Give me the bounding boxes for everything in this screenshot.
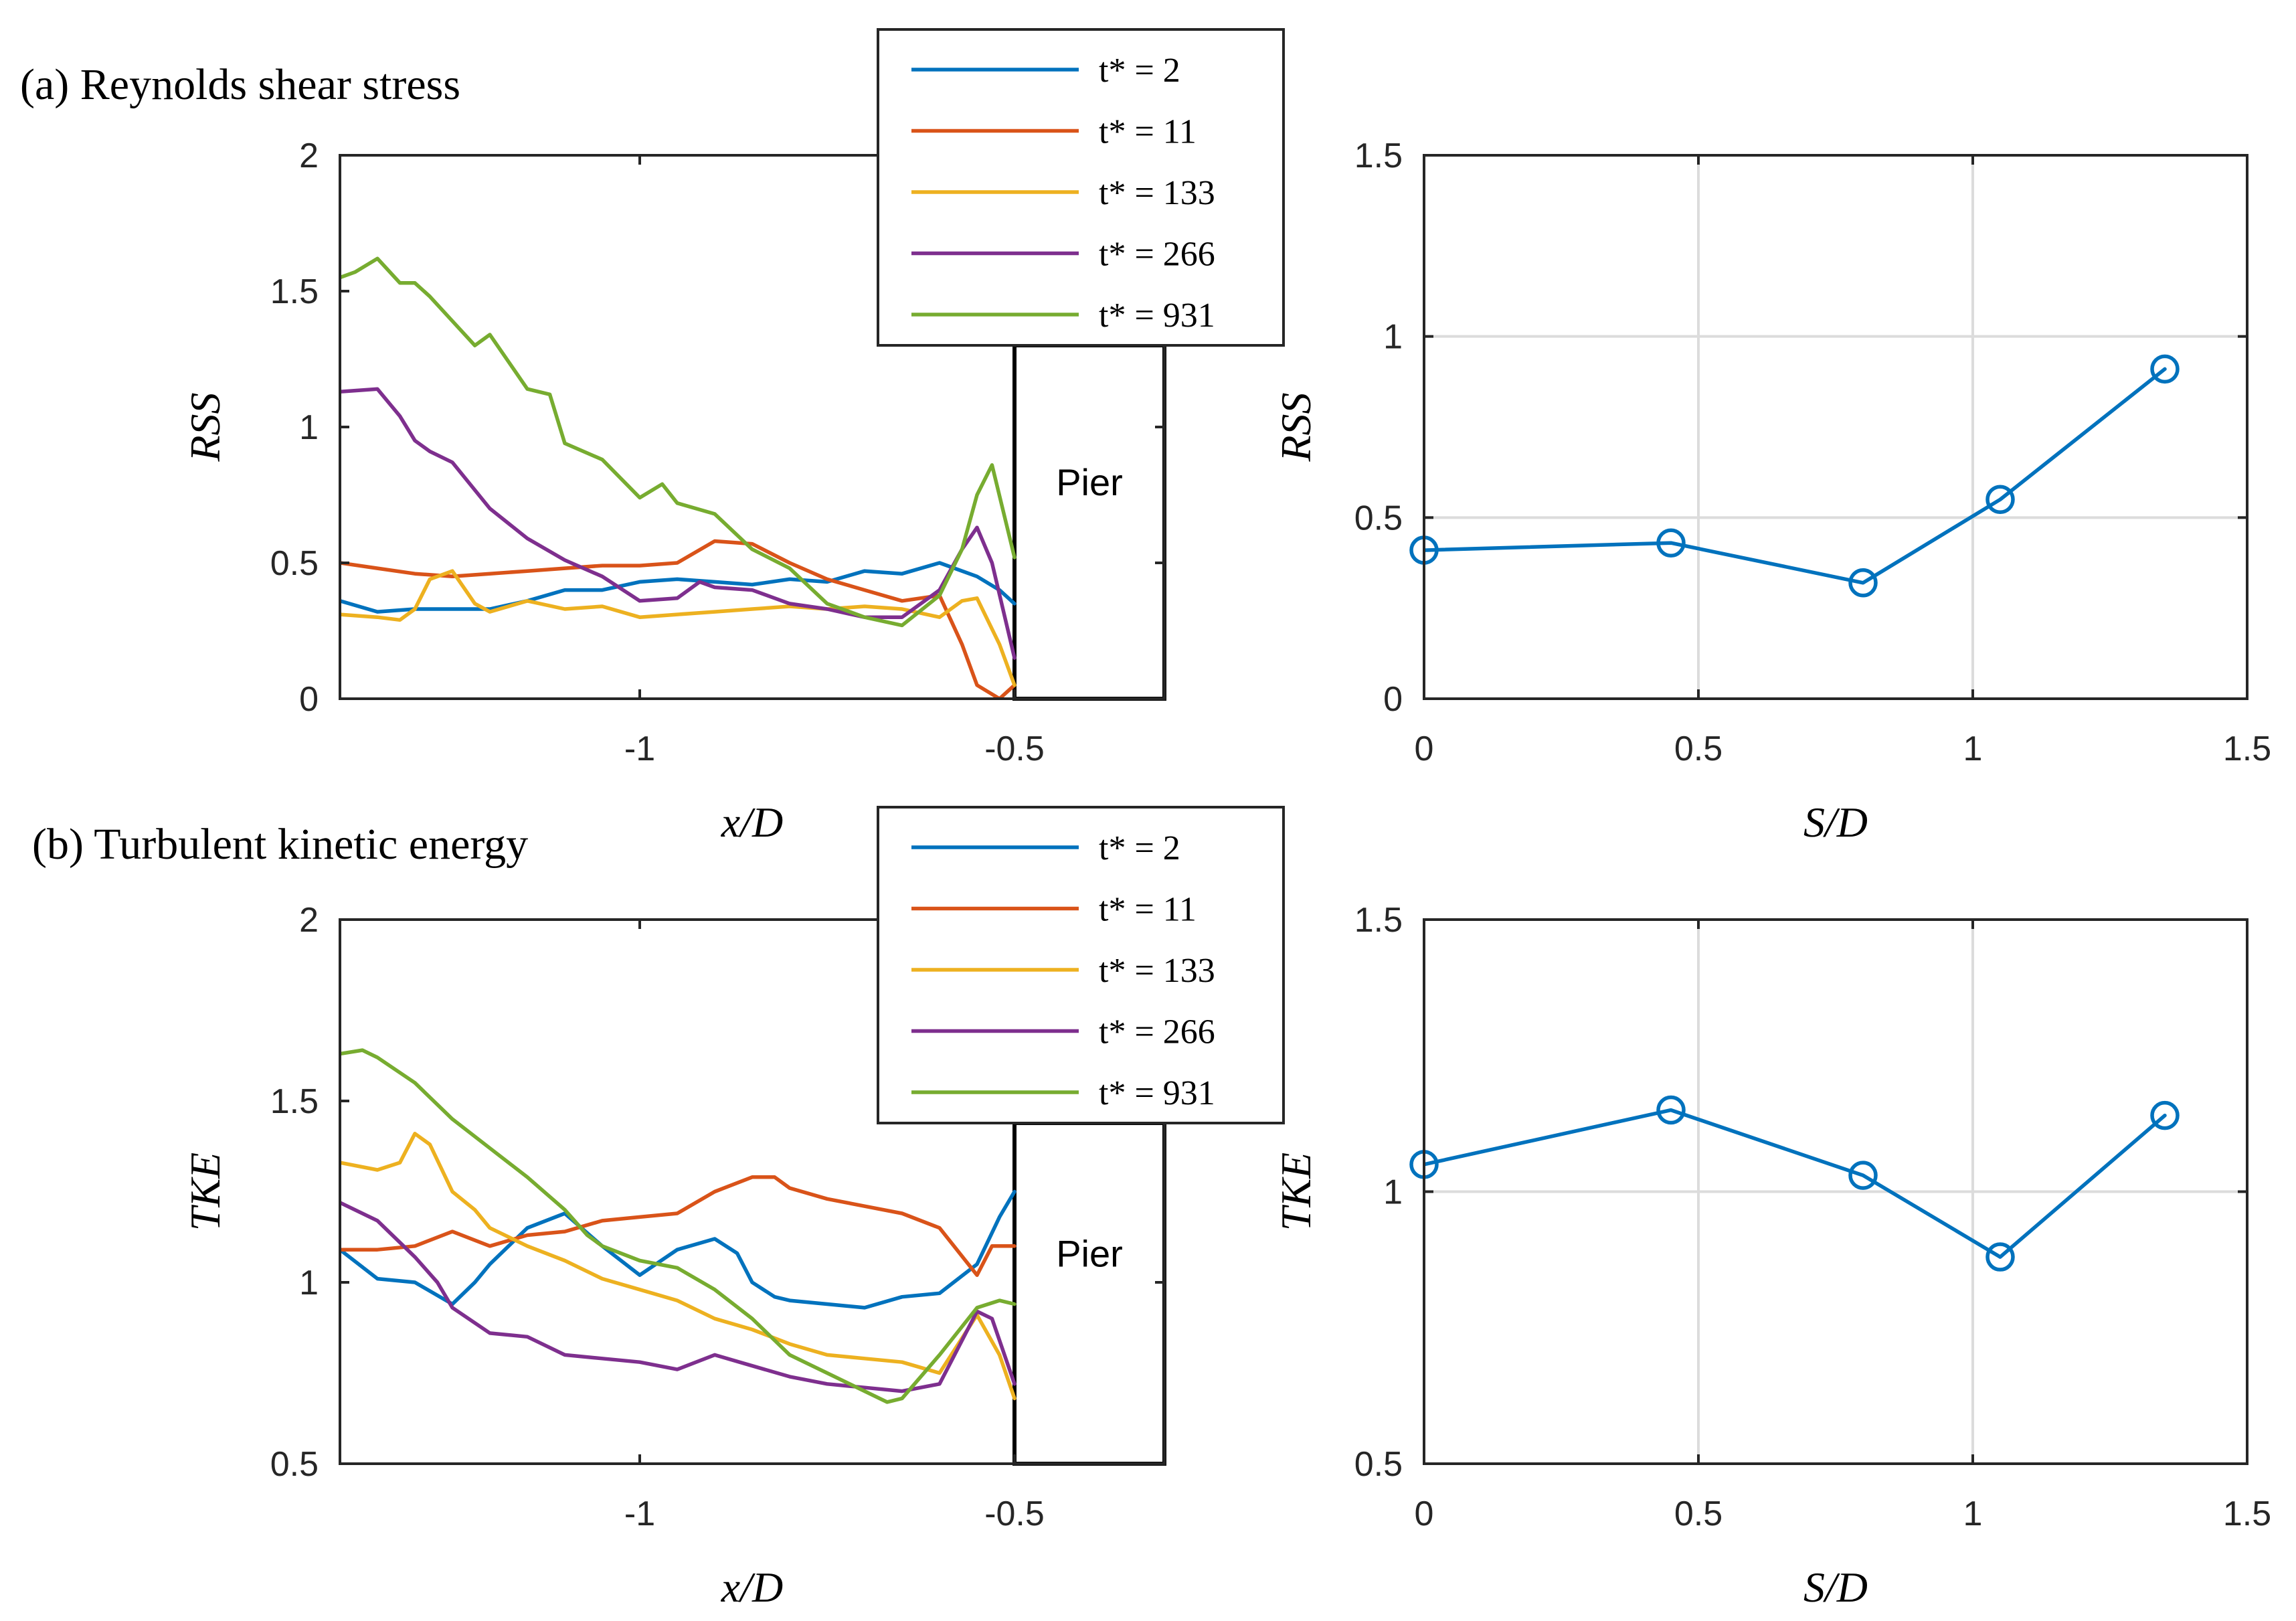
y-tick-label: 0.5	[1354, 499, 1403, 537]
pier-block	[1014, 345, 1164, 699]
x-tick-label: -0.5	[984, 730, 1045, 768]
x-tick-label: 1	[1963, 730, 1983, 768]
y-tick-label: 0	[1383, 680, 1403, 719]
pier-label: Pier	[1056, 461, 1123, 503]
y-tick-label: 0	[299, 680, 319, 719]
x-axis-label-xd: x/D	[721, 798, 783, 846]
y-axis-label-rss: RSS	[181, 392, 229, 462]
x-tick-label: 0	[1415, 1495, 1434, 1533]
legend-entry-label: t* = 931	[1099, 1074, 1215, 1112]
legend-box	[878, 29, 1284, 345]
legend-box	[878, 807, 1284, 1123]
figure: (a) Reynolds shear stress (b) Turbulent …	[0, 0, 2296, 1621]
x-axis-label-xd: x/D	[721, 1563, 783, 1611]
x-axis-label-sd: S/D	[1803, 798, 1868, 846]
y-tick-label: 0.5	[270, 1445, 319, 1484]
pier-block	[1014, 1123, 1164, 1464]
legend-entry-label: t* = 133	[1099, 174, 1215, 212]
legend-entry-label: t* = 266	[1099, 236, 1215, 274]
x-tick-label: 1.5	[2223, 730, 2271, 768]
y-tick-label: 0.5	[1354, 1445, 1403, 1484]
x-tick-label: 0.5	[1674, 730, 1723, 768]
legend-entry-label: t* = 11	[1099, 891, 1197, 929]
x-tick-label: 0.5	[1674, 1495, 1723, 1533]
legend-entry-label: t* = 2	[1099, 829, 1180, 867]
x-tick-label: 0	[1415, 730, 1434, 768]
y-tick-label: 1.5	[1354, 901, 1403, 940]
x-tick-label: -1	[624, 730, 655, 768]
y-tick-label: 1	[1383, 1173, 1403, 1212]
x-tick-label: -0.5	[984, 1495, 1045, 1533]
panel-b-title: (b) Turbulent kinetic energy	[32, 820, 528, 869]
x-tick-label: -1	[624, 1495, 655, 1533]
legend-entry-label: t* = 931	[1099, 296, 1215, 335]
legend-entry-label: t* = 266	[1099, 1013, 1215, 1051]
x-tick-label: 1.5	[2223, 1495, 2271, 1533]
y-tick-label: 1	[299, 408, 319, 447]
x-tick-label: 1	[1963, 1495, 1983, 1533]
legend: t* = 2 t* = 11 t* = 133 t* = 266 t* = 931	[878, 29, 1284, 345]
y-tick-label: 1.5	[270, 272, 319, 311]
plot-area	[1424, 155, 2247, 699]
legend-entry-label: t* = 11	[1099, 113, 1197, 151]
y-axis-label-tke: TKE	[181, 1153, 229, 1231]
legend: t* = 2 t* = 11 t* = 133 t* = 266 t* = 931	[878, 807, 1284, 1123]
y-tick-label: 1.5	[270, 1082, 319, 1121]
y-tick-label: 1.5	[1354, 137, 1403, 175]
panel-a-title: (a) Reynolds shear stress	[20, 60, 460, 109]
y-tick-label: 2	[299, 137, 319, 175]
y-axis-label-rss: RSS	[1272, 392, 1320, 462]
x-axis-label-sd: S/D	[1803, 1563, 1868, 1611]
y-tick-label: 1	[1383, 318, 1403, 357]
y-tick-label: 0.5	[270, 544, 319, 583]
y-axis-label-tke: TKE	[1272, 1153, 1320, 1231]
y-tick-label: 2	[299, 901, 319, 940]
legend-entry-label: t* = 133	[1099, 952, 1215, 990]
legend-entry-label: t* = 2	[1099, 52, 1180, 90]
y-tick-label: 1	[299, 1264, 319, 1302]
pier-label: Pier	[1056, 1233, 1123, 1275]
